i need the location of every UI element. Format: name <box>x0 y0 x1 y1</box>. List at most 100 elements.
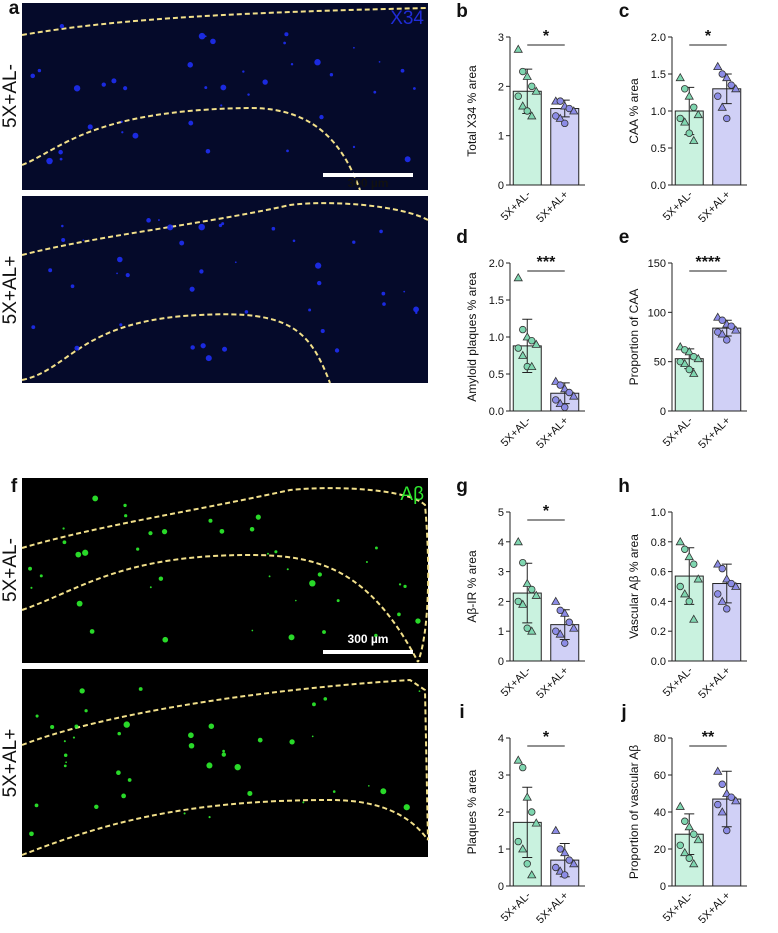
y-tick-label: 1 <box>498 131 504 143</box>
data-point <box>523 860 531 868</box>
speck <box>65 761 67 764</box>
speck <box>72 736 76 739</box>
speck <box>179 240 185 246</box>
speck <box>380 788 387 795</box>
speck <box>257 737 263 743</box>
speck <box>58 149 63 155</box>
scale-label: 300 µm <box>348 176 389 190</box>
panel-label: f <box>11 476 18 497</box>
data-point <box>681 545 689 553</box>
speck <box>249 526 255 532</box>
y-axis-label: Total X34 % area <box>465 65 479 157</box>
speck <box>373 90 377 94</box>
y-tick-label: 20 <box>654 844 666 856</box>
data-point <box>556 381 564 389</box>
y-tick-label: 2.0 <box>651 32 666 44</box>
data-point <box>684 346 694 356</box>
speck <box>94 804 99 810</box>
specks <box>28 23 421 837</box>
speck <box>198 223 205 231</box>
y-tick-label: 5 <box>498 507 504 519</box>
speck <box>294 599 297 602</box>
speck <box>403 584 407 588</box>
speck <box>320 328 325 334</box>
data-point <box>519 558 527 567</box>
data-point <box>693 834 703 844</box>
y-tick-label: 0.4 <box>651 596 666 608</box>
data-point <box>675 801 685 810</box>
speck <box>138 687 143 691</box>
data-point <box>693 109 703 119</box>
speck <box>89 629 95 634</box>
speck <box>234 261 237 264</box>
speck <box>218 223 223 228</box>
y-tick-label: 40 <box>654 807 666 819</box>
speck <box>315 262 322 269</box>
data-point <box>518 101 528 110</box>
speck <box>117 256 123 263</box>
data-point <box>514 92 522 100</box>
speck <box>123 503 127 508</box>
data-point <box>513 44 523 53</box>
speck <box>208 723 215 729</box>
speck <box>332 790 336 793</box>
speck <box>413 306 419 313</box>
data-point <box>514 837 522 846</box>
speck <box>63 764 67 768</box>
speck <box>379 229 383 234</box>
data-point <box>727 322 735 330</box>
speck <box>375 546 378 550</box>
speck <box>314 59 321 66</box>
speck <box>403 290 406 293</box>
data-point <box>560 608 570 617</box>
data-point <box>681 85 689 93</box>
data-point <box>689 858 699 868</box>
data-point <box>522 792 532 801</box>
y-tick-label: 1.5 <box>651 69 666 81</box>
speck <box>266 552 269 555</box>
speck <box>251 629 254 632</box>
y-tick-label: 0 <box>498 656 504 668</box>
x-tick-label: 5X+AL- <box>661 889 696 924</box>
speck <box>50 724 55 730</box>
data-point <box>531 339 541 348</box>
speck <box>283 41 286 45</box>
data-point <box>551 825 561 834</box>
speck <box>403 804 410 811</box>
data-point <box>717 807 727 816</box>
speck <box>30 586 33 589</box>
data-point <box>552 396 560 404</box>
speck <box>382 302 386 306</box>
data-point <box>523 107 531 115</box>
outline <box>21 313 331 384</box>
speck <box>63 753 68 757</box>
speck <box>125 273 130 278</box>
speck <box>157 219 160 221</box>
y-tick-label: 0.0 <box>489 406 504 418</box>
speck <box>284 32 289 37</box>
speck <box>247 790 253 797</box>
speck <box>123 86 128 91</box>
speck <box>381 291 386 296</box>
x-tick-label: 5X+AL- <box>661 414 696 449</box>
data-point <box>689 614 699 623</box>
speck <box>398 583 402 586</box>
data-point <box>514 344 522 352</box>
y-axis-label: CAA % area <box>627 78 641 144</box>
data-point <box>552 863 560 872</box>
group-label: 5X+AL+ <box>0 256 21 325</box>
significance: **** <box>696 254 722 271</box>
panel-label: b <box>456 1 468 22</box>
speck <box>404 156 411 163</box>
data-point <box>527 111 537 120</box>
x-tick-label: 5X+AL- <box>499 664 534 699</box>
data-point <box>693 574 703 583</box>
speck <box>415 311 418 315</box>
data-point <box>714 800 722 809</box>
y-tick-label: 1.0 <box>651 507 666 519</box>
data-point <box>713 766 723 775</box>
data-point <box>723 605 731 613</box>
data-point <box>714 92 722 100</box>
data-point <box>531 86 541 95</box>
